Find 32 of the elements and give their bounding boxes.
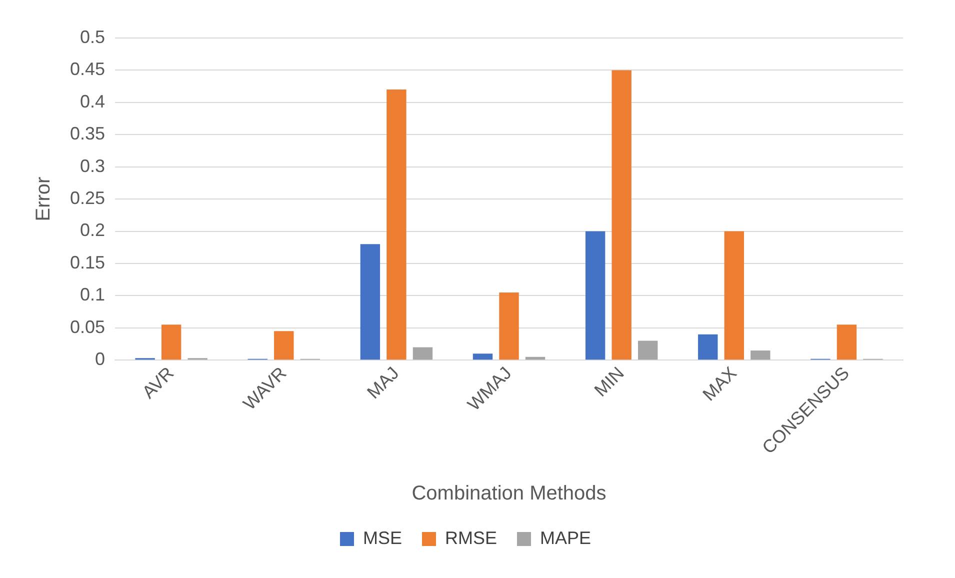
y-tick-label: 0.4 [80,91,106,112]
legend-label: MAPE [540,528,592,548]
bar [724,231,744,360]
y-tick-label: 0.15 [70,252,106,272]
bar [698,334,718,360]
bar [386,90,406,360]
bar [612,70,632,360]
y-tick-label: 0.5 [80,26,106,47]
y-axis-title: Error [32,176,55,222]
y-tick-label: 0.2 [80,220,106,240]
bar [750,350,770,360]
bar [274,331,294,360]
y-tick-label: 0.25 [70,188,106,208]
y-tick-label: 0.1 [80,284,106,305]
bar [585,231,606,360]
bar [412,347,433,360]
x-axis-title: Combination Methods [412,482,606,505]
legend-label: MSE [362,528,402,548]
bar [638,340,658,360]
legend-label: RMSE [444,528,498,548]
bar [472,354,493,360]
bar [499,292,519,360]
y-tick-label: 0.45 [70,59,106,80]
bar [836,324,857,360]
y-tick-label: 0.05 [70,316,106,337]
y-tick-label: 0.3 [80,156,106,176]
bar [360,244,380,360]
x-tick-label: MIN [590,362,628,400]
bar [525,356,546,360]
y-tick-label: 0 [95,349,106,370]
bar [161,324,182,360]
y-tick-label: 0.35 [70,124,106,144]
